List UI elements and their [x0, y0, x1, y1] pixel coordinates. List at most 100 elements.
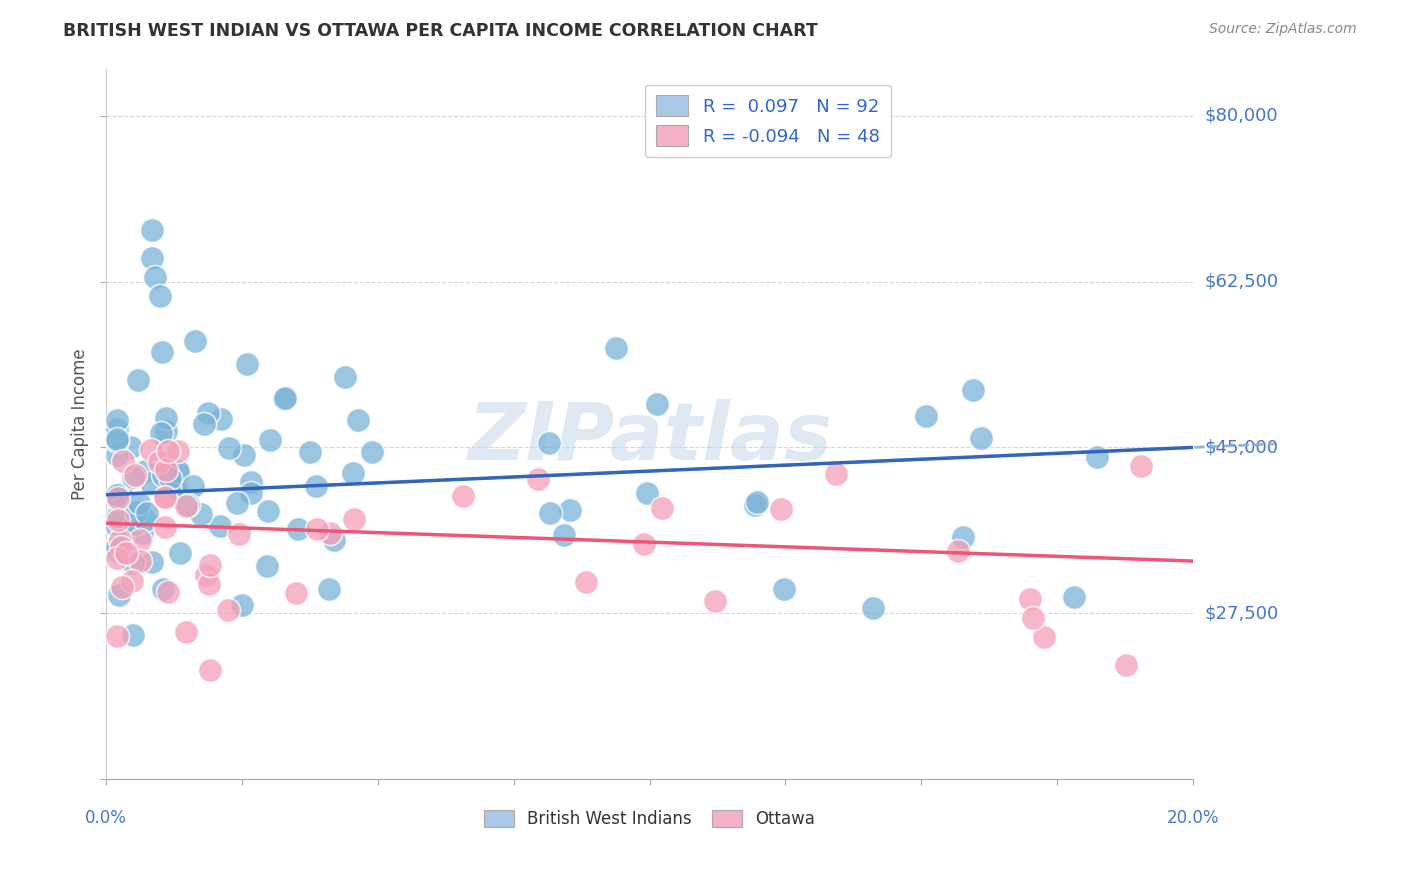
Point — [107, 491, 129, 506]
Point — [319, 525, 342, 540]
Point — [1033, 630, 1056, 644]
Point — [122, 627, 145, 641]
Point — [105, 510, 128, 524]
Point — [558, 502, 581, 516]
Point — [105, 540, 128, 554]
Point — [636, 486, 658, 500]
Point — [105, 551, 128, 566]
Point — [124, 517, 146, 532]
Point — [240, 475, 263, 489]
Point — [209, 412, 232, 426]
Point — [197, 406, 219, 420]
Point — [347, 413, 370, 427]
Point — [167, 466, 190, 480]
Point — [159, 471, 181, 485]
Point — [107, 513, 129, 527]
Point — [155, 490, 177, 504]
Point — [228, 527, 250, 541]
Point — [121, 556, 143, 570]
Point — [184, 334, 207, 349]
Point — [105, 413, 128, 427]
Point — [526, 472, 548, 486]
Text: Source: ZipAtlas.com: Source: ZipAtlas.com — [1209, 22, 1357, 37]
Point — [651, 501, 673, 516]
Point — [1085, 450, 1108, 464]
Point — [209, 518, 232, 533]
Point — [176, 498, 198, 512]
Text: BRITISH WEST INDIAN VS OTTAWA PER CAPITA INCOME CORRELATION CHART: BRITISH WEST INDIAN VS OTTAWA PER CAPITA… — [63, 22, 818, 40]
Point — [194, 568, 217, 582]
Point — [704, 594, 727, 608]
Point — [105, 432, 128, 446]
Point — [148, 455, 170, 469]
Point — [259, 433, 281, 447]
Point — [122, 470, 145, 484]
Point — [200, 558, 222, 573]
Point — [236, 357, 259, 371]
Point — [155, 463, 177, 477]
Point — [105, 422, 128, 436]
Point — [105, 487, 128, 501]
Point — [111, 511, 134, 525]
Point — [114, 545, 136, 559]
Text: $62,500: $62,500 — [1205, 273, 1278, 291]
Point — [770, 501, 793, 516]
Point — [218, 442, 240, 456]
Point — [166, 444, 188, 458]
Point — [970, 431, 993, 445]
Point — [273, 392, 295, 406]
Point — [157, 585, 180, 599]
Point — [198, 663, 221, 677]
Point — [131, 526, 153, 541]
Point — [169, 546, 191, 560]
Point — [256, 559, 278, 574]
Point — [190, 508, 212, 522]
Point — [1115, 658, 1137, 673]
Point — [240, 486, 263, 500]
Point — [141, 251, 163, 265]
Point — [193, 417, 215, 431]
Point — [323, 533, 346, 547]
Text: $27,500: $27,500 — [1205, 604, 1278, 622]
Point — [197, 576, 219, 591]
Point — [361, 444, 384, 458]
Text: 20.0%: 20.0% — [1167, 809, 1219, 828]
Point — [110, 540, 132, 554]
Point — [165, 481, 187, 495]
Point — [553, 528, 575, 542]
Point — [451, 489, 474, 503]
Legend: British West Indians, Ottawa: British West Indians, Ottawa — [477, 803, 821, 835]
Point — [127, 373, 149, 387]
Text: 0.0%: 0.0% — [84, 809, 127, 828]
Point — [1018, 591, 1040, 606]
Point — [110, 487, 132, 501]
Point — [538, 436, 561, 450]
Point — [139, 476, 162, 491]
Point — [948, 544, 970, 558]
Point — [128, 554, 150, 568]
Point — [862, 600, 884, 615]
Point — [1022, 611, 1045, 625]
Text: $45,000: $45,000 — [1205, 438, 1278, 457]
Point — [298, 445, 321, 459]
Point — [155, 411, 177, 425]
Point — [143, 269, 166, 284]
Point — [105, 519, 128, 533]
Point — [232, 448, 254, 462]
Point — [108, 588, 131, 602]
Point — [285, 586, 308, 600]
Point — [141, 555, 163, 569]
Point — [342, 466, 364, 480]
Point — [155, 424, 177, 438]
Point — [747, 494, 769, 508]
Point — [744, 499, 766, 513]
Point — [134, 463, 156, 477]
Point — [152, 468, 174, 483]
Point — [176, 624, 198, 639]
Point — [125, 505, 148, 519]
Point — [538, 506, 561, 520]
Y-axis label: Per Capita Income: Per Capita Income — [72, 348, 89, 500]
Point — [129, 533, 152, 548]
Point — [156, 444, 179, 458]
Point — [111, 580, 134, 594]
